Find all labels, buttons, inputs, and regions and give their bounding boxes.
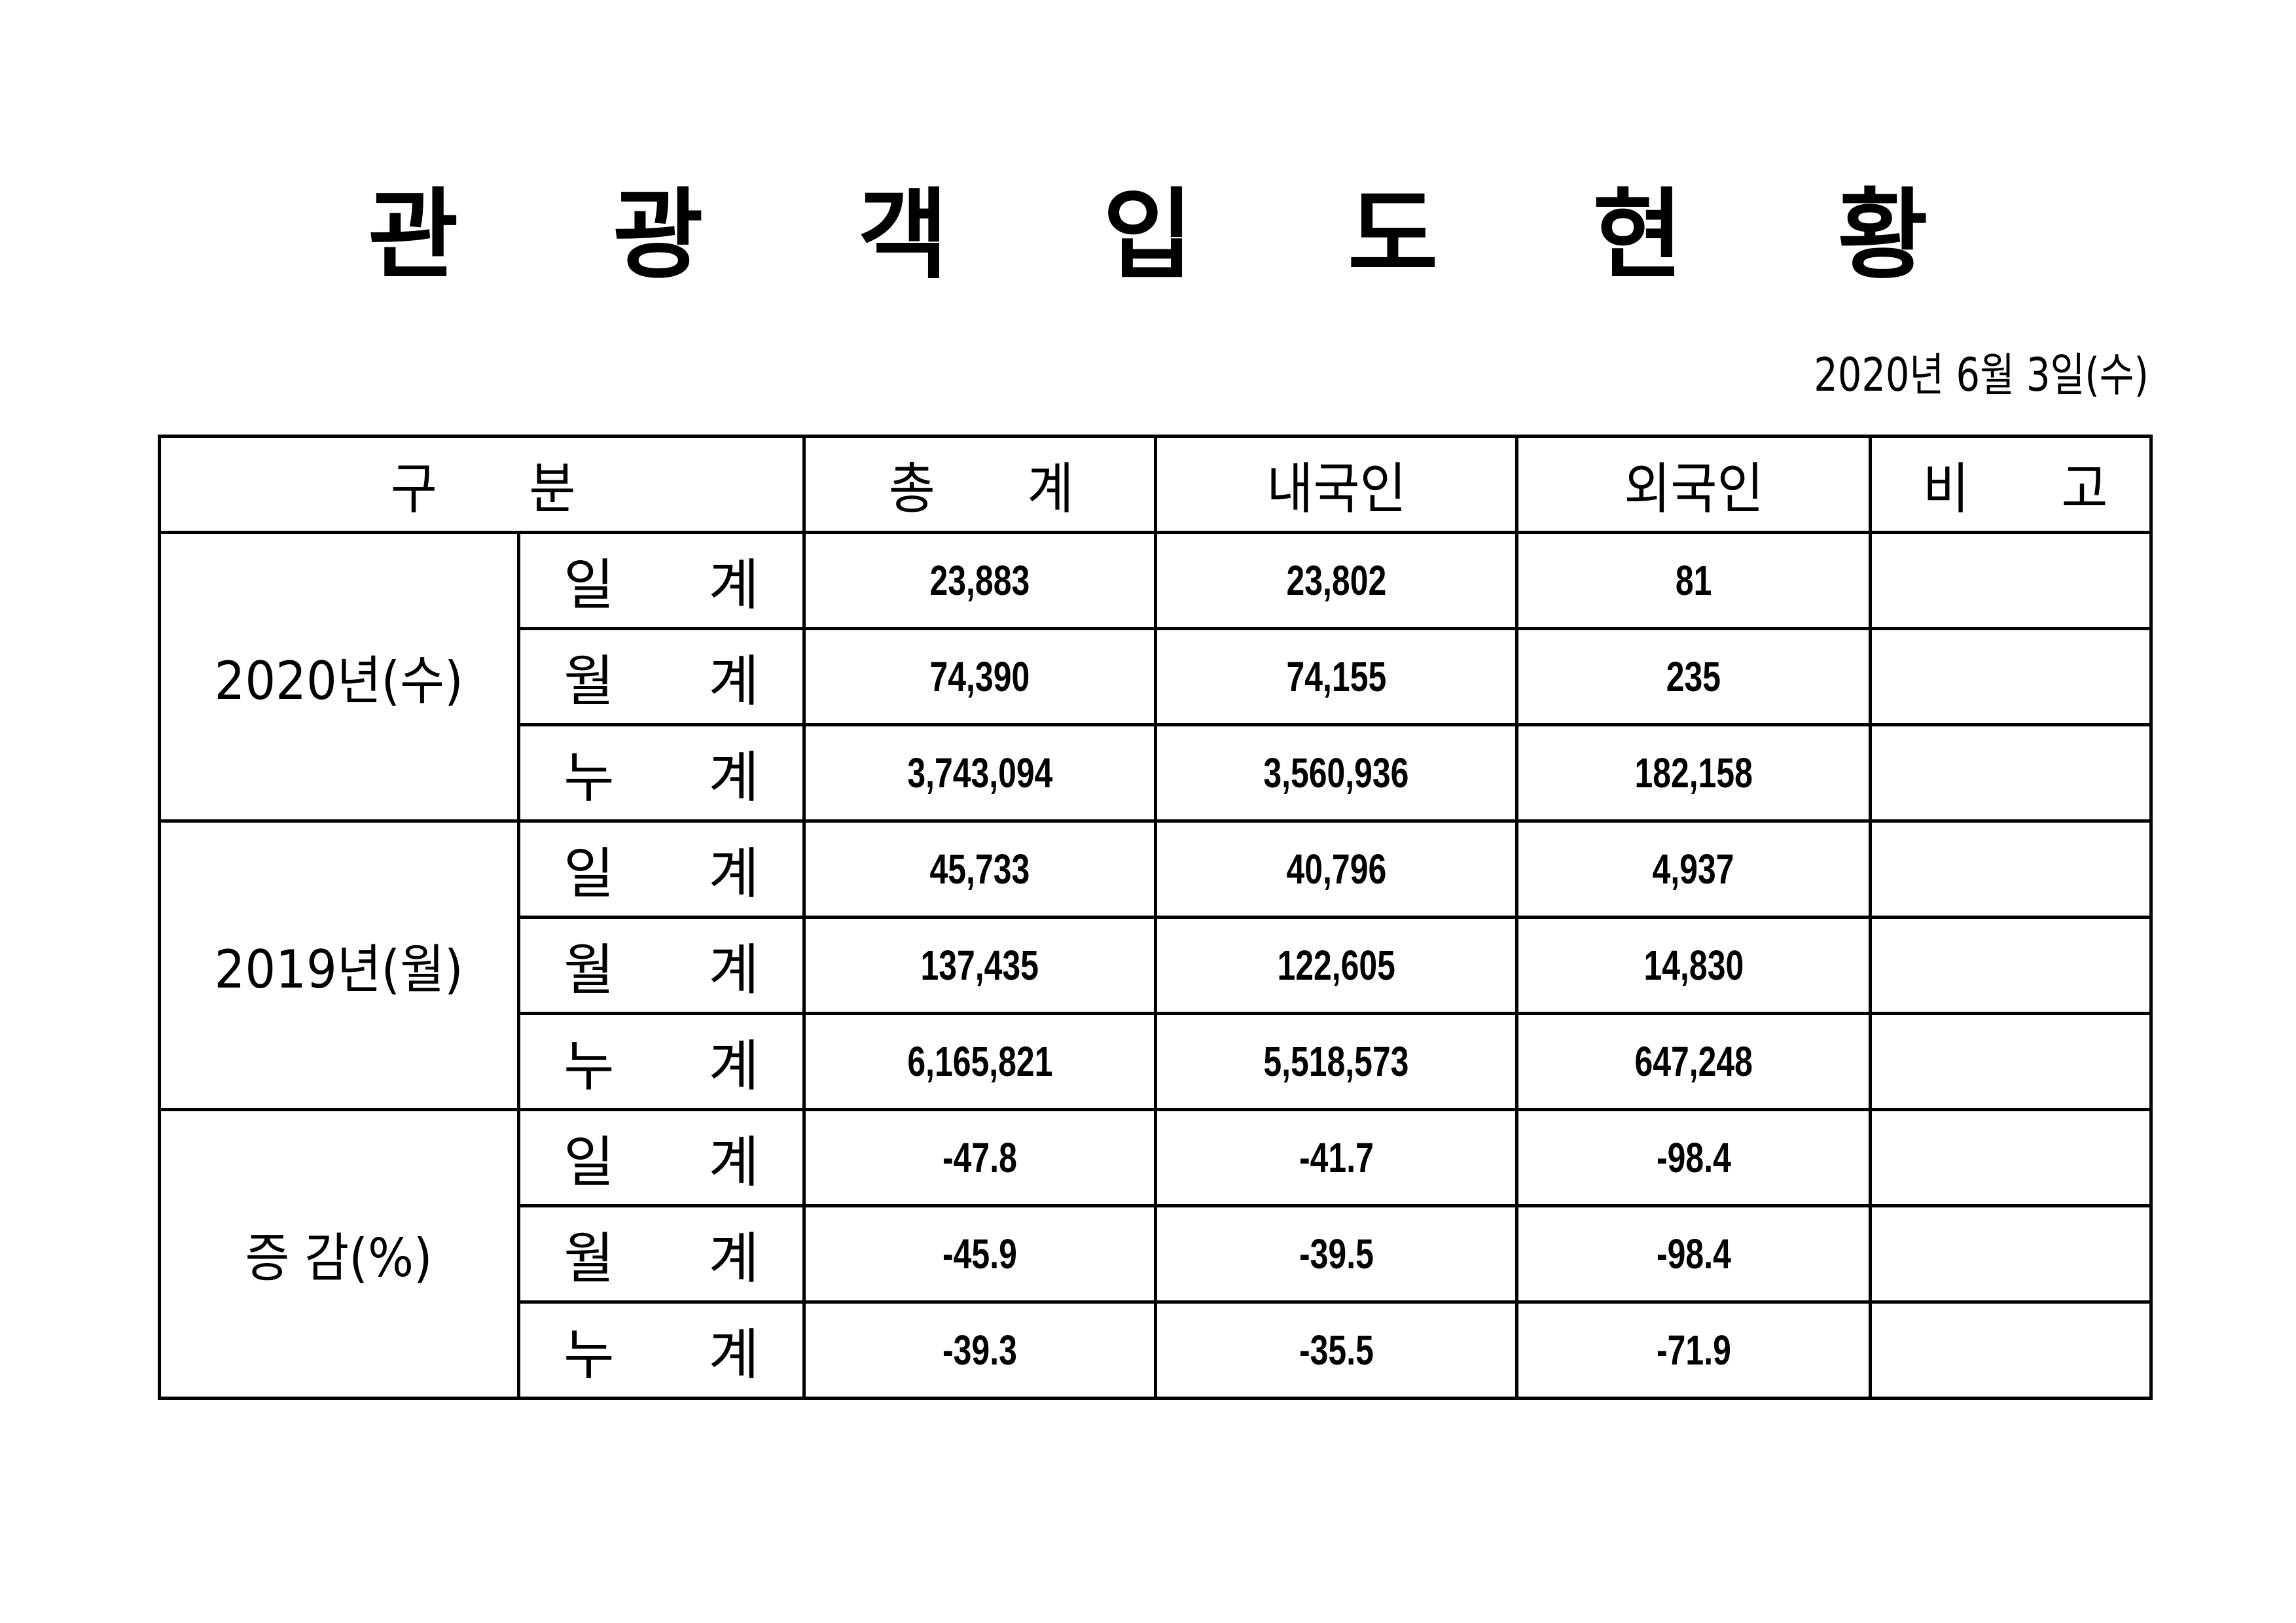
cell-domestic: -39.5 — [1154, 1204, 1519, 1304]
header-domestic: 내국인 — [1154, 435, 1519, 534]
cell-foreign: -98.4 — [1515, 1108, 1873, 1207]
cell-domestic: 122,605 — [1154, 916, 1519, 1015]
cell-foreign: -71.9 — [1515, 1300, 1873, 1400]
cell-domestic: 23,802 — [1154, 531, 1519, 630]
tourist-arrivals-table: 구 분 총 계 내국인 외국인 비 고 2020년(수) 일 계 23,883 … — [157, 435, 2153, 1400]
cell-total: 23,883 — [802, 531, 1158, 630]
table-row: 월 계 -45.9 -39.5 -98.4 — [160, 1204, 2153, 1304]
cell-domestic: 5,518,573 — [1154, 1012, 1519, 1111]
cell-domestic: -35.5 — [1154, 1300, 1519, 1400]
cell-remarks — [1869, 819, 2153, 919]
row-label-cumulative: 누 계 — [516, 1012, 806, 1111]
cell-total: 6,165,821 — [802, 1012, 1158, 1111]
cell-remarks — [1869, 916, 2153, 1015]
table-row: 2019년(월) 일 계 45,733 40,796 4,937 — [158, 819, 2153, 1111]
cell-foreign: -98.4 — [1515, 1204, 1873, 1304]
row-label-cumulative: 누 계 — [516, 723, 806, 823]
group-label-change: 증 감(%) — [158, 1108, 520, 1400]
row-label-monthly: 월 계 — [516, 627, 806, 726]
cell-total: -39.3 — [802, 1300, 1158, 1400]
row-label-daily: 일 계 — [516, 1108, 806, 1207]
row-label-daily: 일 계 — [516, 819, 806, 919]
header-foreign: 외국인 — [1515, 435, 1873, 534]
row-label-monthly: 월 계 — [516, 1204, 806, 1304]
cell-remarks — [1869, 627, 2153, 726]
cell-domestic: 3,560,936 — [1154, 723, 1519, 823]
cell-total: 3,743,094 — [802, 723, 1158, 823]
cell-remarks — [1869, 1204, 2153, 1304]
cell-foreign: 182,158 — [1515, 723, 1873, 823]
cell-total: 74,390 — [802, 627, 1158, 726]
cell-domestic: -41.7 — [1154, 1108, 1519, 1207]
page-title: 관 광 객 입 도 현 황 — [368, 179, 1988, 293]
header-category: 구 분 — [157, 435, 806, 534]
cell-total: 137,435 — [802, 916, 1158, 1015]
cell-remarks — [1869, 531, 2153, 630]
table-row: 누 계 -39.3 -35.5 -71.9 — [160, 1300, 2153, 1400]
header-row: 구 분 총 계 내국인 외국인 비 고 — [157, 435, 2153, 534]
cell-domestic: 74,155 — [1154, 627, 1519, 726]
header-remarks: 비 고 — [1869, 435, 2153, 534]
cell-total: -47.8 — [802, 1108, 1158, 1207]
row-label-monthly: 월 계 — [516, 916, 806, 1015]
group-label-2020: 2020년(수) — [158, 531, 520, 823]
cell-total: 45,733 — [802, 819, 1158, 919]
cell-foreign: 235 — [1515, 627, 1873, 726]
table-row: 2020년(수) 일 계 23,883 23,802 81 — [158, 531, 2153, 823]
cell-foreign: 81 — [1515, 531, 1873, 630]
header-total: 총 계 — [802, 435, 1158, 534]
cell-domestic: 40,796 — [1154, 819, 1519, 919]
table-row: 증 감(%) 일 계 -47.8 -41.7 -98.4 — [158, 1108, 2153, 1400]
cell-remarks — [1869, 1108, 2153, 1207]
cell-remarks — [1869, 1012, 2153, 1111]
table-row: 월 계 137,435 122,605 14,830 — [160, 916, 2153, 1015]
table-row: 월 계 74,390 74,155 235 — [160, 627, 2153, 726]
cell-foreign: 4,937 — [1515, 819, 1873, 919]
row-label-cumulative: 누 계 — [516, 1300, 806, 1400]
table-row: 누 계 3,743,094 3,560,936 182,158 — [160, 723, 2153, 823]
cell-foreign: 647,248 — [1515, 1012, 1873, 1111]
table-row: 누 계 6,165,821 5,518,573 647,248 — [160, 1012, 2153, 1111]
row-label-daily: 일 계 — [516, 531, 806, 630]
group-label-2019: 2019년(월) — [158, 819, 520, 1111]
cell-foreign: 14,830 — [1515, 916, 1873, 1015]
cell-remarks — [1869, 1300, 2153, 1400]
cell-total: -45.9 — [802, 1204, 1158, 1304]
report-date: 2020년 6월 3일(수) — [1814, 348, 2149, 402]
cell-remarks — [1869, 723, 2153, 823]
